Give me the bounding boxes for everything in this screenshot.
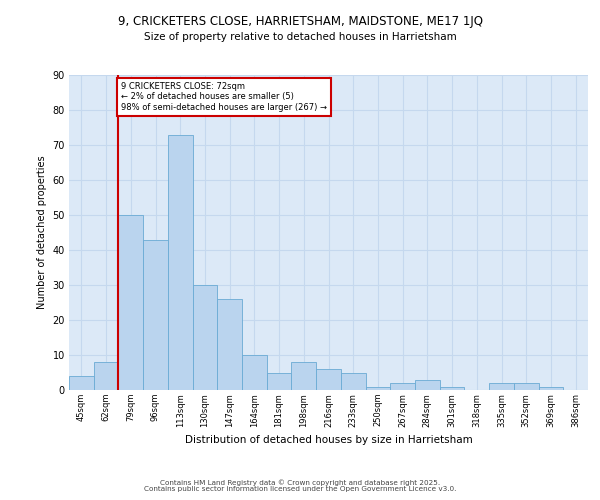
Bar [514,383,539,390]
Text: Size of property relative to detached houses in Harrietsham: Size of property relative to detached ho… [143,32,457,42]
Bar [440,386,464,390]
Bar [415,380,440,390]
Bar [390,383,415,390]
Bar [267,372,292,390]
Bar [292,362,316,390]
Bar [168,134,193,390]
X-axis label: Distribution of detached houses by size in Harrietsham: Distribution of detached houses by size … [185,435,472,445]
Text: 9, CRICKETERS CLOSE, HARRIETSHAM, MAIDSTONE, ME17 1JQ: 9, CRICKETERS CLOSE, HARRIETSHAM, MAIDST… [118,15,482,28]
Bar [489,383,514,390]
Bar [193,285,217,390]
Bar [365,386,390,390]
Text: 9 CRICKETERS CLOSE: 72sqm
← 2% of detached houses are smaller (5)
98% of semi-de: 9 CRICKETERS CLOSE: 72sqm ← 2% of detach… [121,82,327,112]
Bar [69,376,94,390]
Bar [242,355,267,390]
Bar [94,362,118,390]
Y-axis label: Number of detached properties: Number of detached properties [37,156,47,310]
Bar [341,372,365,390]
Bar [217,299,242,390]
Bar [143,240,168,390]
Text: Contains HM Land Registry data © Crown copyright and database right 2025.
Contai: Contains HM Land Registry data © Crown c… [144,479,456,492]
Bar [539,386,563,390]
Bar [316,369,341,390]
Bar [118,215,143,390]
